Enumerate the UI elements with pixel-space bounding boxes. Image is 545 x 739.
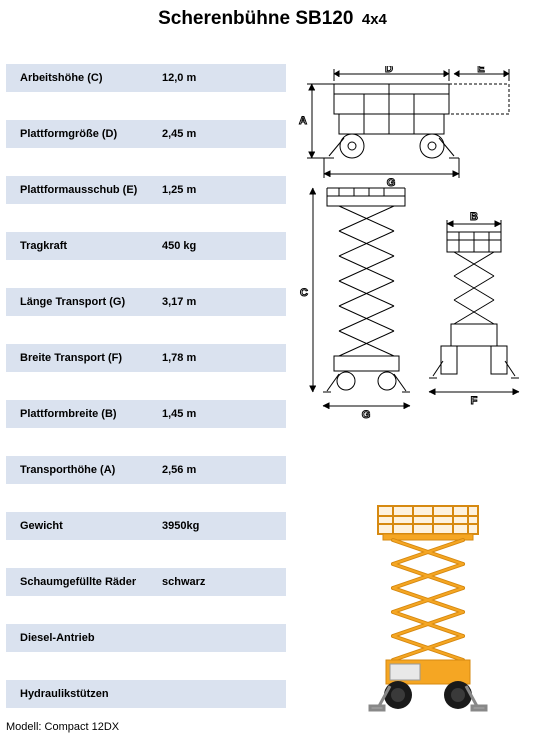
spec-label: Plattformausschub (E) — [6, 176, 158, 204]
product-photo — [338, 500, 518, 720]
spec-value — [158, 680, 286, 708]
model-prefix: Modell: — [6, 721, 45, 733]
spec-gap — [6, 428, 286, 456]
spec-row: Breite Transport (F)1,78 m — [6, 344, 286, 372]
spec-label: Diesel-Antrieb — [6, 624, 158, 652]
dim-g1: G — [387, 177, 396, 189]
dim-f: F — [471, 395, 478, 407]
spec-label: Arbeitshöhe (C) — [6, 64, 158, 92]
spec-gap — [6, 372, 286, 400]
spec-value — [158, 624, 286, 652]
spec-gap — [6, 484, 286, 512]
spec-row: Länge Transport (G)3,17 m — [6, 288, 286, 316]
spec-label: Länge Transport (G) — [6, 288, 158, 316]
dim-c: C — [300, 287, 308, 299]
spec-value: 3950kg — [158, 512, 286, 540]
spec-value: 1,25 m — [158, 176, 286, 204]
spec-gap — [6, 652, 286, 680]
spec-row: Plattformbreite (B)1,45 m — [6, 400, 286, 428]
spec-row: Transporthöhe (A)2,56 m — [6, 456, 286, 484]
page-title: Scherenbühne SB120 4x4 — [0, 0, 545, 34]
spec-gap — [6, 316, 286, 344]
dim-a: A — [299, 115, 307, 127]
spec-row: Tragkraft450 kg — [6, 232, 286, 260]
spec-label: Transporthöhe (A) — [6, 456, 158, 484]
spec-value: 1,45 m — [158, 400, 286, 428]
spec-row: Hydraulikstützen — [6, 680, 286, 708]
spec-label: Plattformgröße (D) — [6, 120, 158, 148]
dim-d: D — [385, 66, 393, 75]
title-main: Scherenbühne SB120 — [158, 8, 353, 29]
spec-gap — [6, 596, 286, 624]
spec-gap — [6, 260, 286, 288]
spec-row: Arbeitshöhe (C)12,0 m — [6, 64, 286, 92]
dim-g2: G — [362, 409, 371, 421]
dim-b: B — [470, 211, 478, 223]
spec-gap — [6, 148, 286, 176]
spec-gap — [6, 92, 286, 120]
spec-label: Gewicht — [6, 512, 158, 540]
diagram-svg: D E — [294, 66, 524, 426]
spec-value: 2,56 m — [158, 456, 286, 484]
dim-e: E — [477, 66, 484, 75]
spec-label: Tragkraft — [6, 232, 158, 260]
spec-row: Plattformausschub (E)1,25 m — [6, 176, 286, 204]
spec-row: Schaumgefüllte Räderschwarz — [6, 568, 286, 596]
spec-row: Gewicht3950kg — [6, 512, 286, 540]
spec-value: schwarz — [158, 568, 286, 596]
spec-value: 2,45 m — [158, 120, 286, 148]
model-name: Compact 12DX — [45, 721, 120, 733]
spec-row: Diesel-Antrieb — [6, 624, 286, 652]
spec-value: 12,0 m — [158, 64, 286, 92]
title-suffix: 4x4 — [362, 11, 387, 28]
spec-label: Hydraulikstützen — [6, 680, 158, 708]
spec-gap — [6, 204, 286, 232]
spec-row: Plattformgröße (D)2,45 m — [6, 120, 286, 148]
spec-label: Breite Transport (F) — [6, 344, 158, 372]
spec-label: Schaumgefüllte Räder — [6, 568, 158, 596]
spec-label: Plattformbreite (B) — [6, 400, 158, 428]
spec-table: Arbeitshöhe (C)12,0 mPlattformgröße (D)2… — [6, 64, 286, 708]
model-label: Modell: Compact 12DX — [6, 721, 119, 733]
spec-value: 3,17 m — [158, 288, 286, 316]
spec-value: 1,78 m — [158, 344, 286, 372]
spec-gap — [6, 540, 286, 568]
spec-value: 450 kg — [158, 232, 286, 260]
